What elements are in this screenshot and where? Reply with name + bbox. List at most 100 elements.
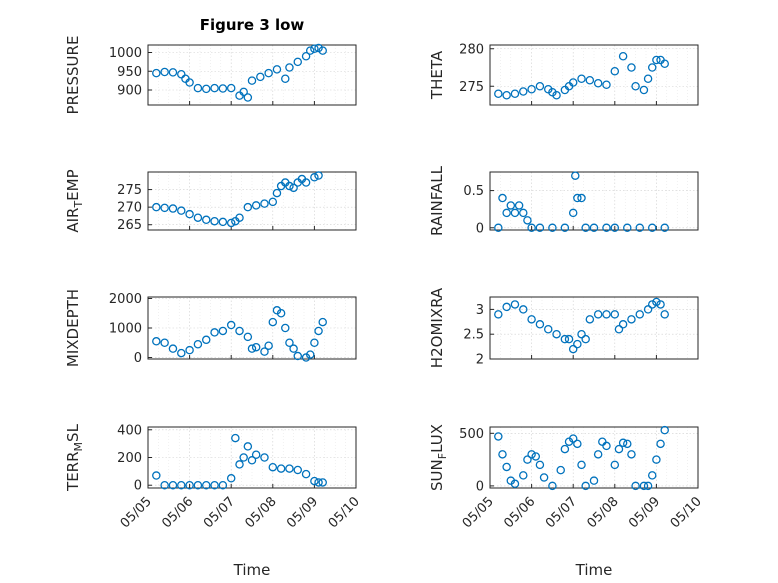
data-point: [243, 202, 253, 212]
y-axis-label: THETA: [428, 50, 446, 100]
x-tick-label: 05/07: [201, 494, 238, 531]
data-point: [235, 326, 244, 336]
data-point: [643, 305, 653, 314]
x-tick-label: 05/10: [326, 494, 363, 531]
plot-frame: [147, 44, 357, 106]
data-point: [598, 437, 607, 446]
data-point: [552, 91, 561, 100]
data-point: [177, 70, 186, 79]
data-point: [177, 480, 186, 490]
data-point: [185, 209, 194, 219]
y-tick-label: 500: [459, 427, 484, 442]
data-point: [568, 344, 578, 354]
data-point: [314, 326, 323, 336]
data-point: [589, 476, 599, 485]
data-point: [289, 183, 298, 193]
data-point: [260, 347, 269, 356]
y-tick-label: 0: [476, 221, 484, 236]
plot-frame: [147, 296, 357, 360]
data-point: [577, 329, 586, 339]
panel-rainfall: 0 0.5 RAINFALL: [428, 165, 699, 236]
data-point: [152, 337, 161, 346]
data-point: [218, 480, 228, 490]
y-axis-label: SUNFLUX: [428, 424, 449, 491]
data-point: [577, 74, 586, 84]
data-point: [585, 315, 595, 324]
x-tick-label: 05/10: [668, 494, 705, 531]
data-point: [243, 332, 253, 342]
y-tick-label: 2: [476, 353, 484, 368]
data-point: [168, 204, 178, 213]
y-axis-label: AIRTEMP: [64, 169, 85, 232]
plot-frame: [147, 171, 357, 231]
data-point: [635, 310, 645, 319]
data-point: [239, 87, 248, 97]
data-point: [519, 471, 528, 480]
data-point: [618, 52, 628, 61]
data-point: [260, 453, 269, 462]
data-point: [519, 208, 528, 218]
y-axis-label: PRESSURE: [64, 36, 82, 115]
data-point: [519, 87, 528, 96]
data-point: [527, 85, 536, 94]
data-point: [185, 480, 194, 490]
panel-mixdepth: 0 1000 2000 MIXDEPTH: [64, 289, 357, 367]
data-point: [498, 450, 507, 459]
data-point: [523, 455, 532, 464]
data-point: [285, 338, 294, 348]
data-point: [276, 308, 286, 318]
data-point: [627, 63, 636, 72]
data-point: [243, 93, 253, 102]
y-tick-label: 1000: [109, 46, 142, 61]
data-point: [264, 341, 273, 350]
data-point: [226, 83, 236, 93]
data-point: [510, 208, 520, 218]
panel-terr_msl: 0 200 400 05/05 05/06 05/07 05/08 05/09 05/10 TER…: [64, 423, 363, 531]
data-point: [494, 310, 503, 319]
data-point: [548, 481, 557, 491]
data-point: [610, 310, 620, 319]
data-point: [618, 438, 628, 448]
y-axis-label: TERRMSL: [64, 423, 85, 492]
panel-sun_flux: 0 500 05/05 05/06 05/07 05/08 05/09 05/10 SUNFLU…: [428, 424, 705, 531]
data-point: [226, 218, 236, 228]
data-point: [310, 476, 319, 486]
data-point: [627, 315, 636, 324]
data-point: [573, 193, 582, 203]
data-point: [618, 320, 628, 329]
data-point: [293, 465, 303, 475]
data-point: [256, 72, 265, 82]
plot-frame: [489, 296, 699, 360]
data-point: [226, 320, 236, 330]
data-point: [210, 480, 219, 490]
data-point: [247, 344, 257, 353]
data-point: [535, 320, 545, 329]
data-point: [318, 317, 327, 327]
data-point: [602, 441, 611, 451]
plot-frame: [489, 426, 699, 489]
data-point: [535, 223, 545, 233]
data-point: [635, 223, 645, 233]
data-point: [610, 460, 620, 470]
data-point: [531, 452, 541, 461]
data-point: [527, 315, 536, 324]
y-tick-label: 2000: [109, 292, 142, 307]
data-point: [639, 481, 649, 491]
data-point: [160, 67, 169, 77]
data-point: [577, 193, 586, 203]
data-point: [272, 65, 282, 74]
data-point: [193, 83, 203, 93]
data-point: [152, 202, 161, 212]
x-tick-label: 05/07: [543, 494, 580, 531]
data-point: [602, 310, 611, 319]
data-point: [301, 469, 311, 479]
data-point: [281, 74, 290, 84]
data-point: [281, 323, 290, 333]
data-point: [160, 203, 169, 213]
x-tick-label: 05/05: [460, 494, 497, 531]
data-point: [314, 43, 323, 53]
data-point: [218, 217, 228, 227]
data-point: [231, 433, 240, 443]
data-point: [193, 480, 203, 490]
